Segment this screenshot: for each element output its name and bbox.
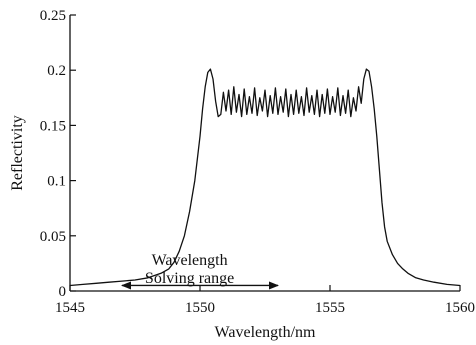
y-tick-label: 0.05 (40, 229, 66, 245)
y-tick-label: 0.2 (47, 63, 66, 79)
y-tick-label: 0.1 (47, 174, 66, 190)
x-tick-label: 1545 (55, 300, 85, 316)
annotation-text: Wavelength (152, 252, 228, 269)
x-ticks: 1545 1550 1555 1560 (55, 285, 475, 316)
annotation-text: Solving range (145, 270, 234, 287)
x-tick-label: 1560 (445, 300, 475, 316)
y-tick-label: 0.25 (40, 8, 66, 24)
y-ticks: 0 0.05 0.1 0.15 0.2 0.25 (40, 8, 76, 300)
series-layer (69, 68, 461, 287)
reflectivity-series-line (69, 68, 461, 287)
axes (69, 15, 460, 292)
y-tick-label: 0 (59, 284, 67, 300)
x-tick-label: 1550 (185, 300, 215, 316)
y-tick-label: 0.15 (40, 118, 66, 134)
x-tick-label: 1555 (315, 300, 345, 316)
x-axis-title: Wavelength/nm (215, 324, 316, 341)
y-axis-title: Reflectivity (9, 115, 26, 191)
